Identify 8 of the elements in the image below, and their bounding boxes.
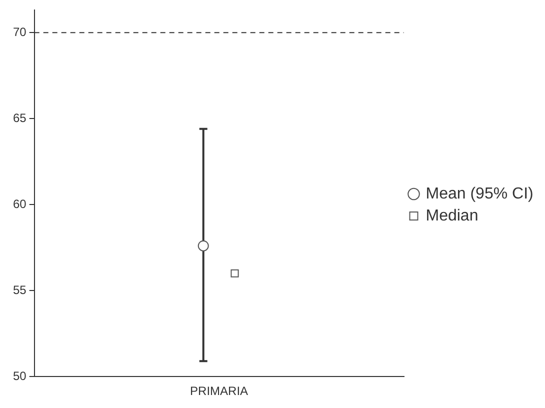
legend-label: Median <box>426 207 478 224</box>
x-tick-label: PRIMARIA <box>190 384 248 398</box>
y-tick-label: 50 <box>12 368 27 383</box>
y-tick-label: 70 <box>12 24 27 39</box>
y-tick-label: 60 <box>12 196 27 211</box>
y-tick-label: 65 <box>12 110 27 125</box>
legend-label: Mean (95% CI) <box>426 185 534 202</box>
y-tick-label: 55 <box>12 282 27 297</box>
